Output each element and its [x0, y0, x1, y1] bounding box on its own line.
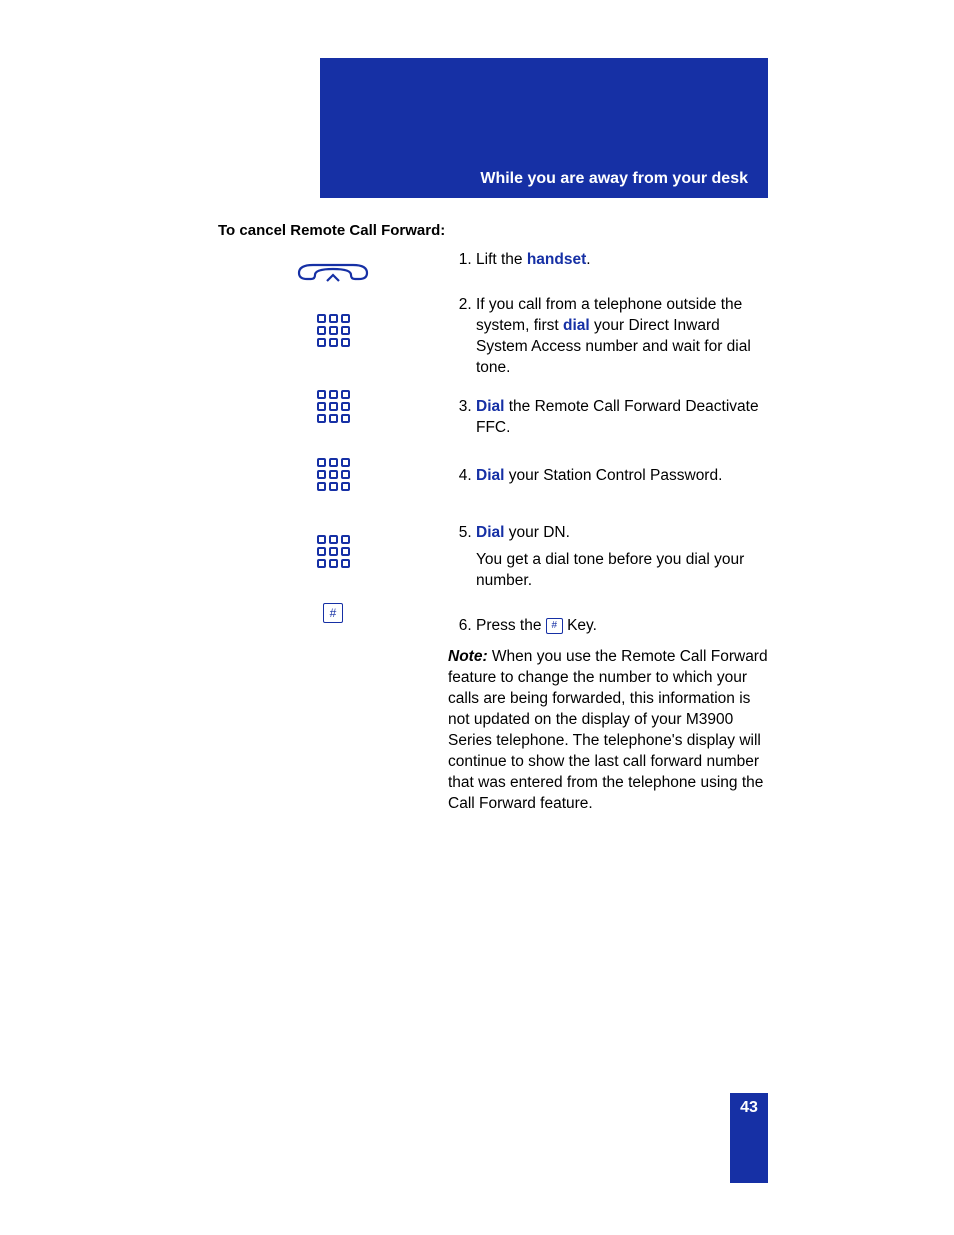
section-title: To cancel Remote Call Forward:	[218, 222, 445, 239]
step-2: If you call from a telephone outside the…	[476, 295, 768, 379]
text-column: Lift the handset. If you call from a tel…	[448, 250, 768, 830]
step-text: Key.	[563, 617, 597, 634]
step-text: your DN.	[504, 524, 569, 541]
step-5: Dial your DN. You get a dial tone before…	[476, 523, 768, 592]
bold-term: Dial	[476, 467, 504, 484]
keypad-icon	[317, 444, 350, 504]
step-3: Dial the Remote Call Forward Deactivate …	[476, 397, 768, 439]
step-1: Lift the handset.	[476, 250, 768, 271]
note-paragraph: Note: When you use the Remote Call Forwa…	[448, 647, 768, 814]
step-text: .	[586, 251, 590, 268]
steps-list: Lift the handset. If you call from a tel…	[448, 250, 768, 637]
bold-term: Dial	[476, 398, 504, 415]
keypad-icon	[317, 292, 350, 368]
step-text: Lift the	[476, 251, 527, 268]
bold-term: Dial	[476, 524, 504, 541]
page-number-tab: 43	[730, 1093, 768, 1183]
step-6: Press the # Key.	[476, 616, 768, 637]
icon-column: #	[218, 250, 448, 830]
step-text: your Station Control Password.	[504, 467, 722, 484]
note-text: When you use the Remote Call Forward fea…	[448, 648, 768, 811]
hash-key-icon: #	[323, 598, 343, 628]
content-area: # Lift the handset. If you call from a t…	[218, 250, 778, 830]
bold-term: dial	[563, 317, 590, 334]
step-text: the Remote Call Forward Deactivate FFC.	[476, 398, 759, 436]
bold-term: handset	[527, 251, 586, 268]
step-subtext: You get a dial tone before you dial your…	[476, 550, 768, 592]
step-text: Press the	[476, 617, 546, 634]
step-4: Dial your Station Control Password.	[476, 466, 768, 487]
note-label: Note:	[448, 648, 488, 665]
keypad-icon	[317, 368, 350, 444]
header-title: While you are away from your desk	[300, 170, 748, 188]
header-bar: While you are away from your desk	[320, 58, 768, 198]
hash-key-inline-icon: #	[546, 618, 563, 634]
keypad-icon	[317, 504, 350, 598]
handset-icon	[293, 256, 373, 292]
page-number: 43	[740, 1099, 758, 1116]
